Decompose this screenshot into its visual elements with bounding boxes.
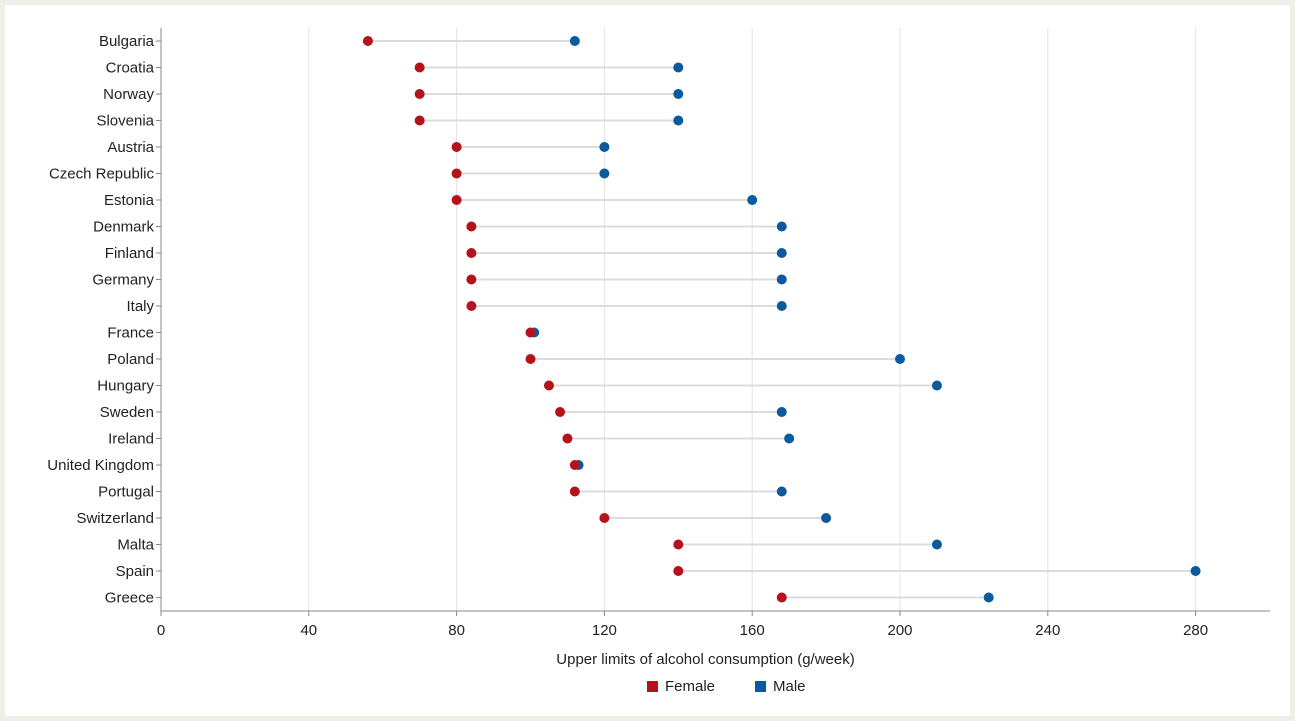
x-tick-label: 160 [740, 622, 765, 639]
point-male-switzerland [821, 513, 832, 523]
point-female-croatia [414, 62, 425, 73]
category-label-austria: Austria [107, 139, 154, 156]
x-tick-label: 120 [592, 622, 617, 639]
point-female-czech-republic [451, 168, 462, 179]
legend-swatch-female [647, 681, 658, 692]
x-tick-label: 280 [1183, 622, 1208, 639]
point-male-croatia [673, 62, 684, 73]
point-male-malta [931, 539, 942, 550]
category-label-sweden: Sweden [100, 404, 154, 421]
category-label-italy: Italy [126, 298, 154, 315]
category-label-estonia: Estonia [104, 192, 155, 209]
point-female-austria [451, 142, 462, 152]
point-male-hungary [931, 380, 942, 391]
point-female-germany [466, 274, 477, 285]
x-tick-label: 0 [157, 622, 165, 639]
point-female-poland [525, 354, 536, 364]
axis-layer [160, 28, 1270, 612]
legend-swatch-male [755, 681, 766, 692]
category-label-bulgaria: Bulgaria [99, 33, 155, 50]
point-female-denmark [466, 221, 477, 232]
x-tick-labels: 0 40 80 120 160 200 240 280 [157, 611, 1208, 639]
point-male-germany [776, 274, 787, 285]
point-female-malta [673, 539, 684, 550]
point-male-estonia [747, 195, 758, 205]
point-male-denmark [776, 221, 787, 232]
point-male-bulgaria [569, 36, 580, 46]
point-female-portugal [569, 486, 580, 497]
point-female-hungary [543, 380, 554, 391]
legend-label-male: Male [773, 678, 806, 695]
chart-panel [5, 5, 1290, 716]
category-label-czech-republic: Czech Republic [49, 166, 155, 183]
x-tick-label: 80 [448, 622, 465, 639]
point-male-portugal [776, 486, 787, 497]
point-male-italy [776, 301, 787, 311]
point-male-slovenia [673, 115, 684, 126]
connector-layer [367, 40, 1196, 599]
category-label-spain: Spain [116, 563, 154, 580]
point-female-greece [776, 592, 787, 603]
category-label-switzerland: Switzerland [76, 510, 154, 527]
point-male-greece [983, 592, 994, 603]
legend-item-male: Male [755, 678, 806, 695]
legend-item-female: Female [647, 678, 715, 695]
point-female-norway [414, 89, 425, 99]
point-female-ireland [562, 433, 573, 444]
point-male-poland [895, 354, 905, 364]
category-label-portugal: Portugal [98, 484, 154, 501]
category-label-malta: Malta [117, 537, 154, 554]
point-male-norway [673, 89, 684, 99]
grid-layer [308, 28, 1197, 611]
legend-label-female: Female [665, 678, 715, 695]
point-male-sweden [776, 407, 787, 417]
point-female-sweden [555, 407, 566, 417]
category-label-denmark: Denmark [93, 219, 154, 236]
category-label-finland: Finland [105, 245, 154, 262]
category-label-poland: Poland [107, 351, 154, 368]
category-label-hungary: Hungary [97, 378, 154, 395]
point-male-austria [599, 142, 610, 152]
legend: Female Male [647, 678, 806, 695]
category-label-united-kingdom: United Kingdom [47, 457, 154, 474]
point-female-slovenia [414, 115, 425, 126]
point-female-italy [466, 301, 477, 311]
x-tick-label: 40 [300, 622, 317, 639]
point-female-united-kingdom [569, 460, 580, 470]
category-label-germany: Germany [92, 272, 154, 289]
category-labels: Bulgaria Croatia Norway Slovenia Austria Czec… [47, 33, 161, 607]
point-male-finland [776, 248, 787, 258]
point-male-czech-republic [599, 168, 610, 179]
point-female-bulgaria [362, 36, 373, 46]
x-tick-label: 240 [1035, 622, 1060, 639]
category-label-norway: Norway [103, 86, 154, 103]
point-female-estonia [451, 195, 462, 205]
point-female-france [525, 327, 536, 338]
category-label-ireland: Ireland [108, 431, 154, 448]
category-label-greece: Greece [105, 590, 154, 607]
point-female-switzerland [599, 513, 610, 523]
category-label-croatia: Croatia [106, 60, 155, 77]
category-label-slovenia: Slovenia [96, 113, 154, 130]
point-male-spain [1190, 566, 1201, 576]
point-male-ireland [784, 433, 795, 444]
point-layer [362, 36, 1201, 603]
x-axis-title: Upper limits of alcohol consumption (g/w… [556, 651, 854, 668]
point-female-finland [466, 248, 477, 258]
category-label-france: France [107, 325, 154, 342]
x-tick-label: 200 [887, 622, 912, 639]
point-female-spain [673, 566, 684, 576]
